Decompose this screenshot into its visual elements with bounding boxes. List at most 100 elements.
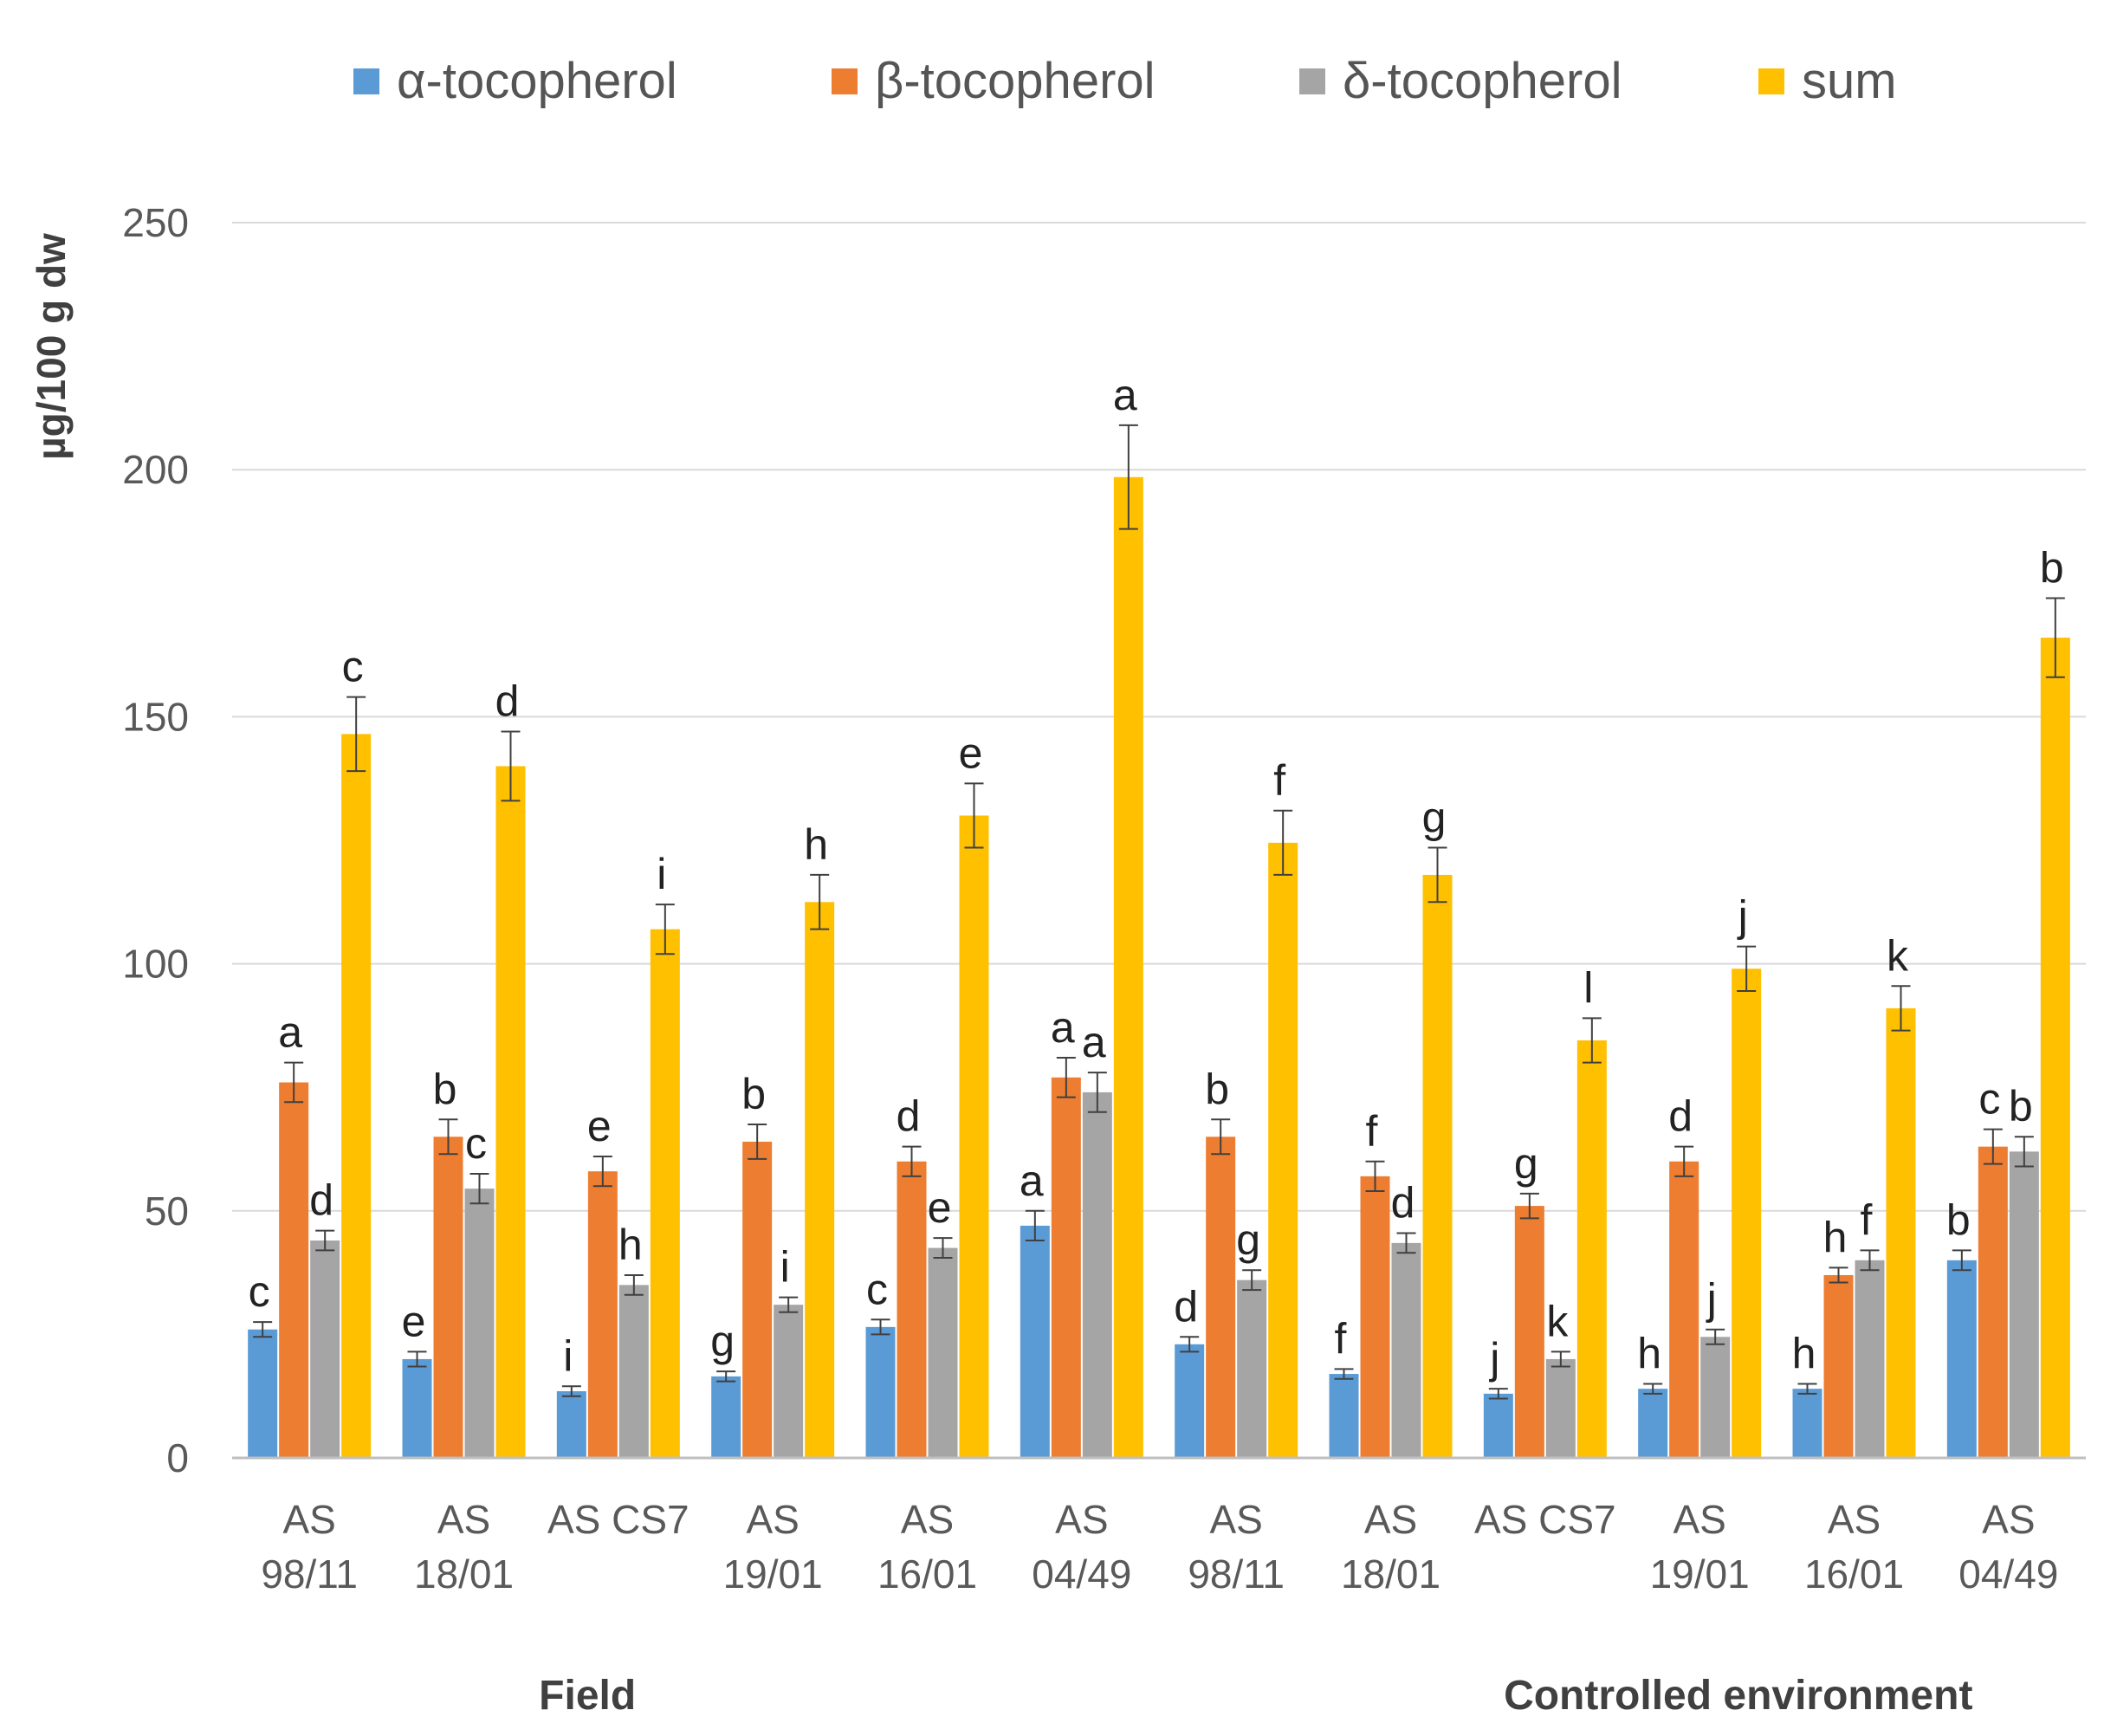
significance-letter: a	[1082, 1018, 1106, 1066]
significance-letter: i	[780, 1243, 790, 1292]
bar	[959, 815, 989, 1458]
significance-letter: g	[1514, 1139, 1538, 1188]
legend: α-tocopherol β-tocopherol δ-tocopherol sum	[353, 53, 1897, 109]
significance-letter: h	[1792, 1329, 1816, 1377]
bar	[711, 1376, 741, 1458]
y-tick-label: 250	[122, 200, 189, 245]
bar	[1020, 1225, 1050, 1458]
category-label: 19/01	[723, 1551, 823, 1597]
category-label: AS	[1209, 1497, 1262, 1542]
significance-letter: h	[1637, 1329, 1661, 1377]
legend-swatch	[353, 68, 379, 94]
bar	[556, 1390, 586, 1458]
significance-letter: k	[1887, 931, 1909, 980]
significance-letter: e	[587, 1102, 612, 1150]
group-label: Field	[539, 1673, 636, 1719]
bar	[865, 1326, 896, 1458]
y-tick-label: 100	[122, 942, 189, 987]
bar	[928, 1247, 958, 1458]
legend-label: α-tocopherol	[397, 53, 677, 109]
bar	[2009, 1151, 2039, 1458]
category-label: 98/11	[1188, 1551, 1285, 1597]
bar	[464, 1189, 495, 1458]
category-label: AS	[1055, 1497, 1108, 1542]
category-label: AS	[1364, 1497, 1417, 1542]
bar	[1823, 1274, 1854, 1458]
bar	[402, 1358, 432, 1458]
bar	[433, 1137, 463, 1458]
bar	[1051, 1077, 1081, 1458]
bar	[1700, 1337, 1731, 1458]
significance-letter: a	[1020, 1156, 1044, 1205]
bar	[1082, 1091, 1112, 1458]
significance-letter: d	[1174, 1282, 1198, 1331]
legend-label: δ-tocopherol	[1343, 53, 1622, 109]
legend-swatch	[832, 68, 858, 94]
bar	[650, 929, 680, 1458]
category-label: 16/01	[877, 1551, 977, 1597]
significance-letter: d	[897, 1092, 921, 1141]
y-tick-label: 50	[145, 1189, 189, 1234]
bar	[774, 1305, 804, 1458]
bar	[1978, 1146, 2008, 1458]
significance-letter: j	[1488, 1334, 1499, 1383]
significance-letter: j	[1737, 892, 1748, 941]
category-label: AS	[1982, 1497, 2035, 1542]
significance-letter: h	[804, 820, 828, 869]
group-label: Controlled environment	[1504, 1673, 1972, 1719]
bar	[1855, 1260, 1885, 1458]
category-label: AS CS7	[1474, 1497, 1616, 1542]
bars	[248, 476, 2070, 1458]
bar	[1732, 968, 1762, 1458]
bar	[1946, 1260, 1977, 1458]
category-label: 16/01	[1804, 1551, 1904, 1597]
bar	[310, 1240, 340, 1458]
bar	[897, 1161, 927, 1458]
significance-letter: d	[1668, 1092, 1693, 1141]
significance-letter: c	[249, 1267, 270, 1316]
bar	[1360, 1176, 1390, 1458]
significance-letter: g	[1422, 794, 1447, 842]
bar	[1175, 1344, 1205, 1458]
significance-letter: c	[866, 1265, 888, 1313]
significance-letter: e	[402, 1297, 426, 1345]
significance-letter: b	[2040, 544, 2064, 593]
y-axis-label: µg/100 g dw	[29, 233, 74, 460]
significance-letter: g	[1236, 1215, 1260, 1264]
significance-letter: b	[1946, 1195, 1971, 1244]
bar	[495, 766, 526, 1458]
significance-letter: a	[1051, 1003, 1075, 1052]
significance-letter: c	[465, 1119, 487, 1168]
group-labels: Field Controlled environment	[539, 1673, 1972, 1719]
significance-letter: l	[1583, 963, 1593, 1012]
category-label: 98/11	[261, 1551, 358, 1597]
significance-letter: i	[657, 850, 666, 898]
significance-letter: e	[928, 1183, 952, 1232]
significance-letter: j	[1706, 1275, 1717, 1324]
y-tick-label: 0	[166, 1435, 189, 1480]
category-labels: AS 98/11 AS 18/01 AS CS7 AS 19/01 AS 16/01 AS 04/4…	[261, 1497, 2058, 1597]
significance-letter: h	[1823, 1213, 1848, 1261]
significance-letter: a	[278, 1008, 302, 1057]
bar	[1792, 1389, 1822, 1458]
bar	[1329, 1374, 1359, 1458]
category-label: AS	[1828, 1497, 1881, 1542]
bar	[1483, 1393, 1513, 1458]
error-bars	[253, 424, 2065, 1400]
bar	[1206, 1137, 1236, 1458]
category-label: 18/01	[414, 1551, 514, 1597]
bar	[341, 734, 372, 1458]
bar	[1886, 1007, 1916, 1458]
y-tick-label: 200	[122, 447, 189, 492]
bar	[1391, 1242, 1421, 1458]
category-label: 04/49	[1032, 1551, 1131, 1597]
bar	[1576, 1040, 1607, 1458]
bar	[2040, 638, 2070, 1458]
category-label: 19/01	[1650, 1551, 1750, 1597]
bar	[1422, 874, 1453, 1458]
category-label: AS	[746, 1497, 799, 1542]
category-label: AS	[1673, 1497, 1725, 1542]
significance-letter: d	[495, 677, 520, 726]
bar	[587, 1171, 618, 1458]
